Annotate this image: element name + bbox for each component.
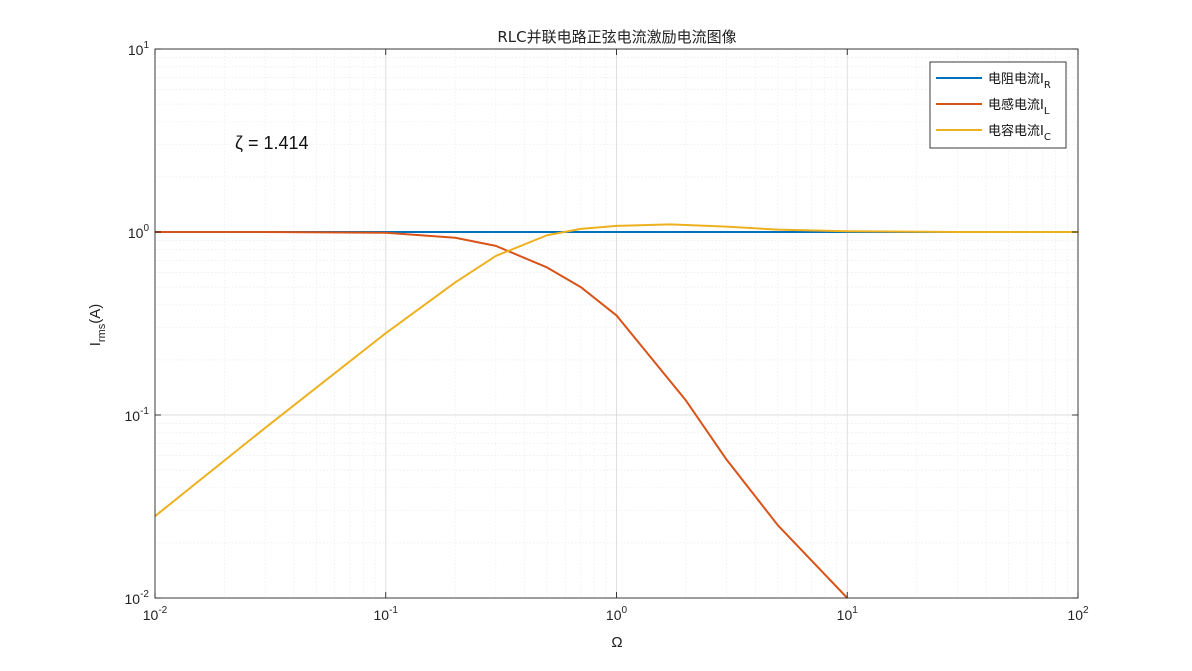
y-axis-label-sub: rms bbox=[96, 323, 108, 342]
y-axis-label-main: I bbox=[87, 342, 104, 346]
series-layer bbox=[155, 223, 1078, 598]
legend-label-capacitor-current: 电容电流IC bbox=[988, 123, 1051, 143]
legend-label-resistor-current: 电阻电流IR bbox=[988, 72, 1051, 91]
x-axis-label: Ω bbox=[611, 634, 622, 651]
legend-label-inductor-current: 电感电流IL bbox=[988, 97, 1050, 117]
legend: 电阻电流IR 电感电流IL 电容电流IC bbox=[929, 61, 1067, 149]
x-tick-label: 10-1 bbox=[374, 605, 399, 623]
y-tick-label: 10-2 bbox=[125, 589, 150, 607]
x-tick-label: 100 bbox=[606, 605, 628, 623]
series-line-inductor-current bbox=[155, 231, 848, 598]
x-tick-label: 102 bbox=[1067, 605, 1089, 623]
y-tick-label: 101 bbox=[128, 40, 150, 58]
tick-layer: 10-2 10-1 100 101 102 10-2 10-1 100 101 bbox=[125, 40, 1089, 623]
chart-title: RLC并联电路正弦电流激励电流图像 bbox=[497, 28, 736, 46]
y-axis-label-suffix: (A) bbox=[87, 304, 104, 324]
x-tick-label: 10-2 bbox=[143, 605, 168, 623]
zeta-annotation: ζ = 1.414 bbox=[235, 133, 309, 153]
y-tick-label: 100 bbox=[128, 223, 150, 241]
y-tick-label: 10-1 bbox=[125, 406, 150, 424]
x-tick-label: 101 bbox=[837, 605, 859, 623]
y-axis-label: Irms(A) bbox=[87, 304, 108, 347]
series-line-capacitor-current bbox=[155, 223, 1078, 517]
